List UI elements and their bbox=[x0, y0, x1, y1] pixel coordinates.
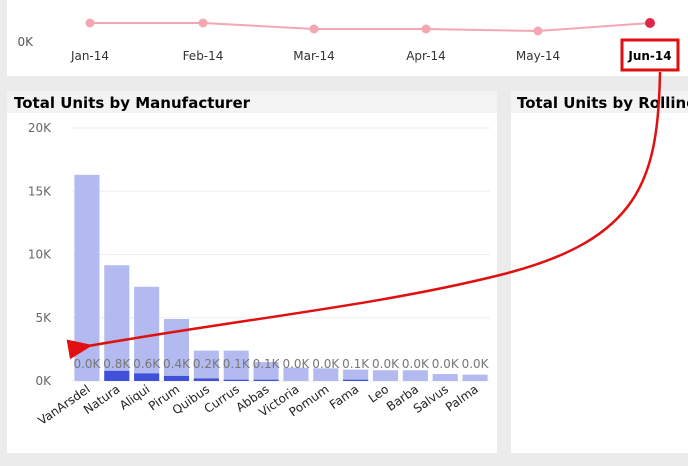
data-point-feb-14[interactable] bbox=[198, 18, 208, 28]
x-axis-label: Feb-14 bbox=[183, 49, 224, 63]
bar-highlight-aliqui[interactable] bbox=[134, 373, 160, 381]
data-label: 0.1K bbox=[253, 357, 281, 371]
data-point-jun-14[interactable] bbox=[645, 18, 655, 28]
bar-total-pirum[interactable] bbox=[163, 319, 190, 381]
series-line bbox=[90, 22, 651, 33]
bar-highlight-pirum[interactable] bbox=[163, 375, 190, 381]
bar-highlight-quibus[interactable] bbox=[193, 378, 219, 381]
x-axis-label: Palma bbox=[443, 382, 481, 414]
data-label: 0.6K bbox=[133, 357, 161, 371]
bar-total-quibus[interactable] bbox=[193, 350, 219, 381]
bar-total-palma[interactable] bbox=[462, 374, 488, 381]
bar-highlight-currus[interactable] bbox=[223, 379, 249, 381]
line-chart-card: 0K Jan-14 Feb-14 Mar-14 Apr-14 May-14 Jun-14 bbox=[7, 0, 688, 76]
bar-total-leo[interactable] bbox=[372, 370, 399, 381]
data-label: 0.0K bbox=[282, 357, 310, 371]
data-label: 0.1K bbox=[342, 357, 370, 371]
data-label: 0.0K bbox=[432, 357, 460, 371]
x-axis-label: Fama bbox=[327, 382, 361, 412]
bar-total-salvus[interactable] bbox=[432, 374, 458, 381]
data-point-may-14[interactable] bbox=[533, 26, 543, 36]
x-axis-label: Apr-14 bbox=[406, 49, 446, 63]
data-label: 0.0K bbox=[372, 357, 400, 371]
bar-total-vanarsdel[interactable] bbox=[74, 174, 100, 381]
chart-title-rolling: Total Units by Rolling bbox=[517, 94, 688, 112]
data-label: 0.1K bbox=[223, 357, 251, 371]
chart-title: Total Units by Manufacturer bbox=[14, 94, 251, 112]
bar-total-abbas[interactable] bbox=[253, 362, 279, 381]
x-axis-label: Jun-14 bbox=[627, 49, 671, 63]
manufacturer-chart-card: Total Units by Manufacturer 0K 5K 10K 15K 20… bbox=[7, 91, 497, 453]
data-point-mar-14[interactable] bbox=[309, 24, 319, 34]
bar-total-fama[interactable] bbox=[343, 369, 369, 381]
y-axis-tick: 0K bbox=[35, 374, 52, 388]
bar-highlight-fama[interactable] bbox=[343, 379, 369, 381]
bar-highlight-abbas[interactable] bbox=[253, 379, 279, 381]
highlight-box bbox=[620, 38, 680, 72]
bar-highlight-natura[interactable] bbox=[104, 370, 130, 381]
x-axis-label: Aliqui bbox=[117, 382, 152, 413]
x-axis-label: Jan-14 bbox=[70, 49, 109, 63]
x-axis-label: May-14 bbox=[516, 49, 560, 63]
data-label: 0.4K bbox=[163, 357, 191, 371]
rolling-chart-card: Total Units by Rolling bbox=[511, 91, 688, 453]
data-label: 0.0K bbox=[462, 357, 490, 371]
y-axis-tick: 0K bbox=[17, 35, 34, 49]
bar-total-currus[interactable] bbox=[223, 350, 249, 381]
bar-total-pomum[interactable] bbox=[313, 368, 339, 381]
data-label: 0.0K bbox=[312, 357, 340, 371]
data-label: 0.8K bbox=[103, 357, 131, 371]
y-axis-tick: 20K bbox=[28, 121, 52, 135]
y-axis-tick: 15K bbox=[28, 184, 52, 198]
bar-total-barba[interactable] bbox=[402, 370, 428, 381]
data-label: 0.0K bbox=[402, 357, 430, 371]
x-axis-label: Mar-14 bbox=[293, 49, 334, 63]
y-axis-tick: 10K bbox=[28, 248, 52, 262]
data-point-jan-14[interactable] bbox=[85, 18, 95, 28]
x-axis-label: Salvus bbox=[411, 382, 451, 416]
data-label: 0.0K bbox=[73, 357, 101, 371]
line-chart: 0K Jan-14 Feb-14 Mar-14 Apr-14 May-14 Jun-14 bbox=[17, 18, 680, 72]
y-axis-tick: 5K bbox=[35, 311, 52, 325]
bar-total-victoria[interactable] bbox=[283, 367, 309, 381]
data-label: 0.2K bbox=[193, 357, 221, 371]
data-point-apr-14[interactable] bbox=[421, 24, 431, 34]
